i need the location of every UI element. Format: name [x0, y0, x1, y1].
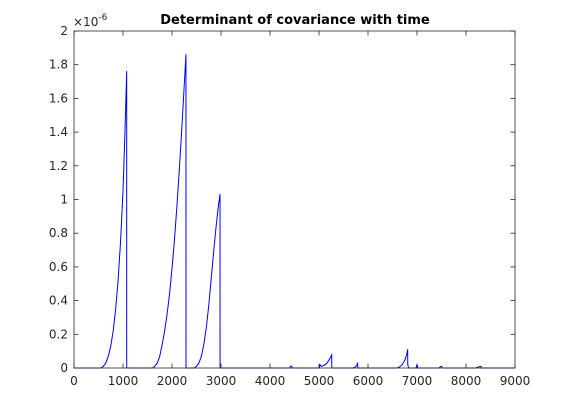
y-tick-label: 0: [60, 361, 68, 375]
y-exponent-power: -6: [98, 13, 107, 23]
y-tick-label: 1.6: [49, 91, 68, 105]
y-tick-label: 1.8: [49, 58, 68, 72]
y-tick-label: 0.4: [49, 294, 68, 308]
x-tick-label: 7000: [402, 374, 433, 388]
y-tick-label: 1: [60, 193, 68, 207]
x-tick-label: 3000: [206, 374, 237, 388]
chart-title: Determinant of covariance with time: [160, 13, 430, 28]
y-tick-label: 2: [60, 24, 68, 38]
x-tick-label: 6000: [353, 374, 384, 388]
x-tick-label: 4000: [255, 374, 286, 388]
y-exponent-base: ×10: [73, 15, 98, 29]
x-tick-label: 0: [70, 374, 78, 388]
y-tick-label: 1.4: [49, 125, 68, 139]
ticks-layer: 0 1000 2000 3000 4000 5000 6000 7000 8000 9000 0 0.…: [49, 24, 530, 388]
y-tick-label: 0.8: [49, 226, 68, 240]
y-tick-label: 1.2: [49, 159, 68, 173]
x-tick-label: 1000: [108, 374, 139, 388]
x-tick-label: 8000: [451, 374, 482, 388]
axes-background: [74, 31, 515, 368]
x-tick-label: 2000: [157, 374, 188, 388]
x-tick-label: 5000: [304, 374, 335, 388]
x-tick-label: 9000: [500, 374, 531, 388]
y-exponent-label: ×10-6: [73, 13, 108, 29]
y-tick-label: 0.2: [49, 327, 68, 341]
axes-box: [73, 30, 516, 369]
y-tick-label: 0.6: [49, 260, 68, 274]
